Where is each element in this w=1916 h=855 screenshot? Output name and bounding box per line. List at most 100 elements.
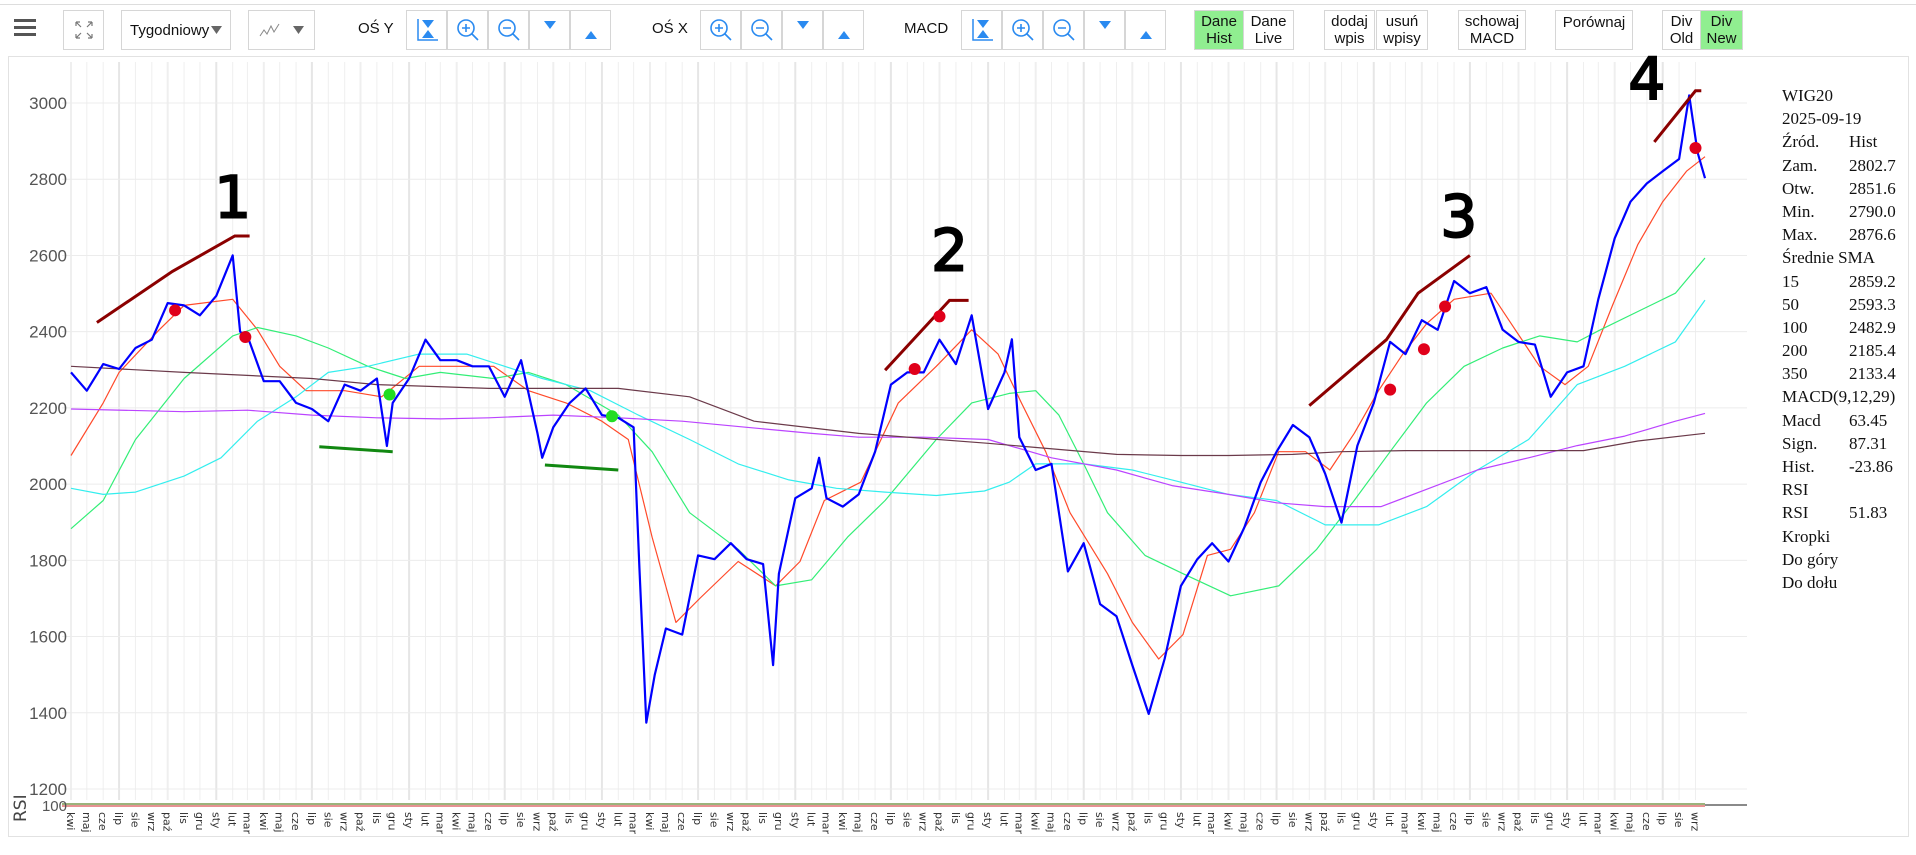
x-tick-label: gru [579,812,592,830]
interval-select[interactable]: Tygodniowy [121,10,231,50]
x-tick-label: sie [1479,812,1492,828]
zoom-out-icon [1052,19,1075,41]
info-label: Do dołu [1782,572,1838,592]
triangle-up-icon [837,31,850,39]
x-tick-label: gru [1544,812,1557,830]
x-tick-label: sie [900,812,913,828]
axis-y-down-button[interactable] [529,10,570,50]
menu-button[interactable] [14,18,36,38]
divergence-dot[interactable] [933,310,946,323]
divergence-dot[interactable] [1689,141,1702,154]
x-tick-label: lis [370,812,383,824]
chart-type-select[interactable] [248,10,315,50]
axis-x-up-button[interactable] [823,10,864,50]
x-tick-label: sie [514,812,527,828]
divergence-dot[interactable] [1384,383,1397,396]
info-label: 50 [1782,294,1799,314]
axis-x-label: OŚ X [652,20,688,37]
y-tick-label: 1200 [29,780,67,799]
expand-arrows-icon [74,21,93,39]
button-line: Div [1710,13,1733,30]
divergence-dot[interactable] [605,410,618,423]
x-tick-label: kwi [836,812,849,830]
triangle-up-icon [584,31,597,39]
annotation-number: 4 [1628,45,1665,113]
x-tick-label: mar [1205,812,1218,834]
macd-up-button[interactable] [1125,10,1166,50]
annotation-number: 2 [931,217,968,285]
macd-autoscale-button[interactable] [961,10,1002,50]
info-label: Macd [1782,410,1821,430]
data-live-button[interactable]: Dane Live [1243,10,1294,50]
button-line: dodaj [1331,13,1368,30]
divergence-dot[interactable] [1439,300,1452,313]
x-tick-label: kwi [257,812,270,830]
info-label: RSI [1782,480,1809,500]
autoscale-icon [416,19,438,41]
x-tick-label: wrz [1688,812,1701,832]
x-tick-label: mar [819,812,832,834]
y-tick-label: 1600 [29,628,67,647]
macd-zoom-out-button[interactable] [1043,10,1084,50]
axis-y-zoom-in-button[interactable] [447,10,488,50]
button-line: Div [1670,13,1693,30]
button-line: Hist [1206,30,1232,47]
divergence-dot[interactable] [169,304,182,317]
x-tick-label: lis [177,812,190,824]
macd-zoom-in-button[interactable] [1002,10,1043,50]
x-tick-label: maj [273,812,286,833]
axis-x-down-button[interactable] [782,10,823,50]
remove-entries-button[interactable]: usuń wpisy [1376,10,1428,50]
x-tick-label: cze [482,812,495,831]
x-tick-label: wrz [917,812,930,832]
axis-y-up-button[interactable] [570,10,611,50]
axis-y-autoscale-button[interactable] [406,10,447,50]
x-tick-label: cze [1447,812,1460,831]
compare-button[interactable]: Porównaj [1555,10,1633,50]
x-tick-label: gru [193,812,206,830]
info-label: 100 [1782,317,1808,337]
rsi-tick-label: 100 [42,798,67,815]
info-row: Max. 2876.6 [1782,223,1896,246]
x-tick-label: mar [1398,812,1411,834]
button-line: Dane [1250,13,1287,30]
macd-down-button[interactable] [1084,10,1125,50]
add-entry-button[interactable]: dodaj wpis [1324,10,1375,50]
info-row: Zam. 2802.7 [1782,154,1896,177]
info-value: 2593.3 [1849,294,1896,314]
divergence-dot[interactable] [383,388,396,401]
hamburger-icon [14,19,36,36]
info-row: Do góry [1782,548,1895,571]
info-row: Hist. -23.86 [1782,455,1895,478]
div-new-button[interactable]: Div New [1700,10,1743,50]
hide-macd-button[interactable]: schowaj MACD [1458,10,1526,50]
axis-y-zoom-out-button[interactable] [488,10,529,50]
divergence-dot[interactable] [908,363,921,376]
axis-x-zoom-in-button[interactable] [700,10,741,50]
divergence-dot[interactable] [1417,343,1430,356]
y-tick-label: 3000 [29,94,67,113]
button-line: wpisy [1383,30,1421,47]
y-tick-label: 1800 [29,551,67,570]
y-tick-label: 2000 [29,475,67,494]
chevron-down-icon [211,26,222,34]
x-tick-label: lip [1463,812,1476,825]
x-tick-label: cze [1061,812,1074,831]
button-line: MACD [1469,30,1515,47]
annotation-trend-line [96,234,250,324]
x-tick-label: lut [805,812,818,827]
triangle-down-icon [796,21,809,29]
axis-x-zoom-out-button[interactable] [741,10,782,50]
x-tick-label: lis [756,812,769,824]
triangle-down-icon [1098,21,1111,29]
chart-container[interactable] [8,56,1909,837]
x-tick-label: lip [1077,812,1090,825]
x-tick-label: lis [949,812,962,824]
x-tick-label: gru [386,812,399,830]
info-row: 50 2593.3 [1782,293,1896,316]
divergence-dot[interactable] [239,330,252,343]
x-tick-label: lut [1190,812,1203,827]
div-old-button[interactable]: Div Old [1662,10,1701,50]
fullscreen-button[interactable] [63,10,104,50]
